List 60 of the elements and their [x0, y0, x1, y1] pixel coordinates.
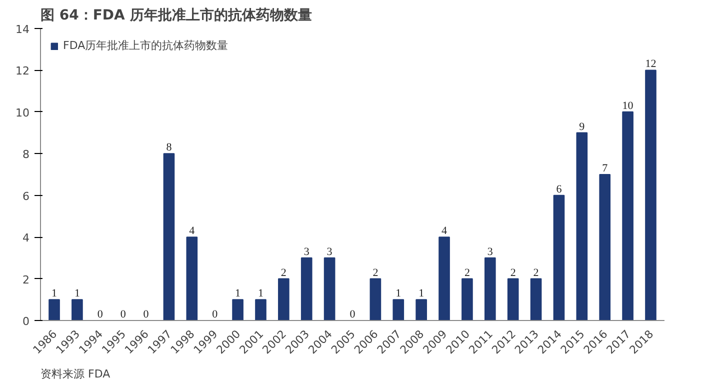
data-label: 2 — [533, 266, 539, 279]
y-tick-label: 2 — [22, 273, 30, 286]
y-tick-label: 4 — [22, 232, 30, 245]
bar — [392, 299, 404, 320]
bar — [324, 257, 336, 320]
data-label: 4 — [189, 225, 196, 238]
bar — [416, 299, 427, 320]
data-label: 1 — [235, 288, 241, 300]
data-label: 4 — [442, 225, 448, 238]
data-label: 8 — [166, 142, 172, 154]
data-label: 2 — [280, 266, 286, 279]
y-tick-label: 8 — [22, 148, 30, 162]
bar — [484, 257, 496, 320]
bar — [507, 278, 519, 320]
data-label: 3 — [487, 246, 494, 258]
data-label: 7 — [602, 162, 608, 174]
bar — [576, 132, 588, 320]
data-label: 1 — [258, 288, 264, 300]
bar — [645, 70, 656, 320]
bar — [553, 194, 565, 320]
data-label: 0 — [97, 308, 104, 320]
legend-label: FDA历年批准上市的抗体药物数量 — [63, 38, 228, 53]
data-label: 12 — [645, 58, 656, 70]
y-tick-label: 14 — [16, 23, 30, 36]
data-label: 0 — [120, 308, 126, 320]
bar — [370, 278, 382, 320]
data-label: 1 — [418, 288, 424, 300]
data-label: 2 — [464, 266, 470, 279]
data-label: 6 — [556, 183, 562, 196]
bar — [72, 299, 83, 320]
data-label: 0 — [212, 308, 218, 320]
text: 资料来源 FDA — [40, 368, 111, 380]
bar — [530, 278, 542, 320]
bar — [232, 299, 244, 320]
bar — [186, 236, 198, 320]
data-label: 9 — [579, 120, 586, 133]
data-label: 2 — [510, 266, 516, 279]
bar — [255, 299, 266, 320]
bar — [300, 257, 312, 320]
bar — [622, 111, 634, 320]
data-label: 0 — [350, 308, 356, 320]
y-tick-label: 0 — [22, 315, 30, 328]
data-label: 1 — [52, 288, 58, 300]
bar — [599, 174, 611, 320]
bar — [438, 236, 450, 320]
bar — [48, 299, 60, 320]
y-tick-label: 6 — [22, 190, 30, 203]
bar — [163, 153, 175, 320]
y-tick-label: 10 — [16, 106, 30, 120]
bar — [278, 278, 290, 320]
data-label: 10 — [622, 100, 634, 112]
y-tick-label: 12 — [16, 64, 30, 78]
data-label: 3 — [304, 246, 310, 258]
data-label: 0 — [143, 308, 150, 320]
data-label: 1 — [396, 288, 402, 300]
data-label: 2 — [372, 266, 378, 279]
data-label: 3 — [326, 246, 333, 258]
chart-title: 图 64：FDA 历年批准上市的抗体药物数量 — [40, 6, 312, 24]
data-label: 1 — [74, 288, 80, 300]
bar — [462, 278, 473, 320]
